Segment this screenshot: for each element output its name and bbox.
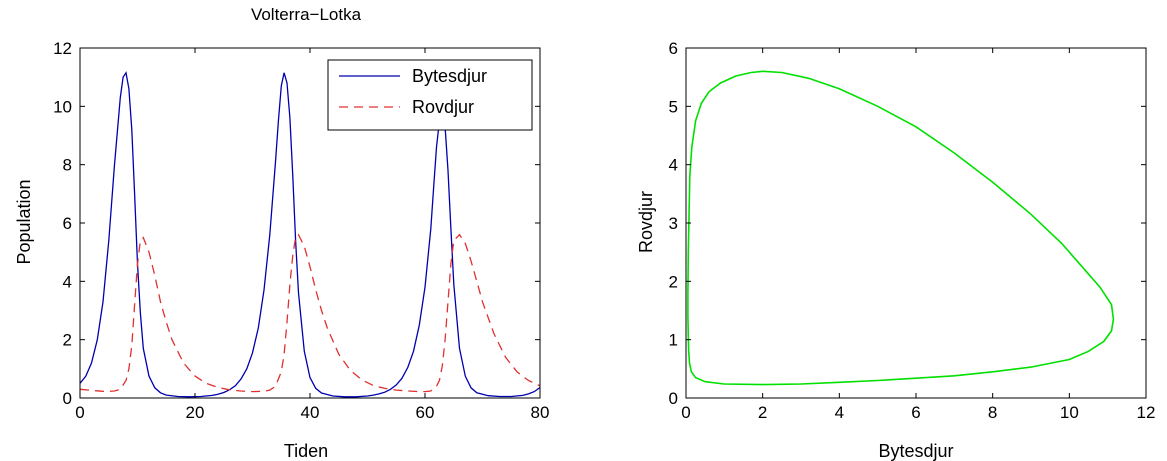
x-tick-label: 12	[1137, 403, 1156, 422]
y-tick-label: 6	[669, 39, 678, 58]
x-tick-label: 2	[758, 403, 767, 422]
y-tick-label: 3	[669, 214, 678, 233]
legend: Bytesdjur Rovdjur	[327, 59, 533, 131]
x-tick-label: 4	[835, 403, 844, 422]
x-tick-label: 0	[75, 403, 84, 422]
y-tick-label: 1	[669, 331, 678, 350]
y-tick-label: 0	[63, 389, 72, 408]
x-tick-label: 6	[911, 403, 920, 422]
x-tick-label: 10	[1060, 403, 1079, 422]
x-axis-label: Bytesdjur	[878, 441, 953, 461]
y-tick-label: 10	[53, 97, 72, 116]
series-line-trajectory	[687, 70, 1115, 386]
x-tick-label: 0	[681, 403, 690, 422]
y-tick-label: 5	[669, 97, 678, 116]
legend-label-rovdjur: Rovdjur	[412, 97, 474, 117]
y-tick-label: 2	[669, 272, 678, 291]
series-line-bytesdjur	[79, 71, 541, 398]
plot-frame	[685, 47, 1147, 399]
x-tick-label: 20	[186, 403, 205, 422]
time-series-chart: Volterra−Lotka Tiden Population 0 20 40 60 8…	[14, 5, 549, 461]
y-tick-label: 0	[669, 389, 678, 408]
y-tick-label: 4	[63, 272, 72, 291]
x-tick-label: 80	[531, 403, 550, 422]
y-axis-label: Rovdjur	[636, 191, 656, 253]
plot-area: 0 20 40 60 80 0 2 4 6 8 10 12	[53, 39, 549, 422]
legend-label-bytesdjur: Bytesdjur	[412, 66, 487, 86]
y-tick-label: 12	[53, 39, 72, 58]
x-tick-label: 60	[416, 403, 435, 422]
series-line-rovdjur	[79, 233, 541, 393]
legend-box	[327, 59, 533, 131]
y-tick-label: 4	[669, 156, 678, 175]
x-tick-label: 40	[301, 403, 320, 422]
x-axis-label: Tiden	[284, 441, 328, 461]
y-tick-label: 8	[63, 156, 72, 175]
x-tick-label: 8	[988, 403, 997, 422]
y-tick-label: 6	[63, 214, 72, 233]
y-tick-label: 2	[63, 331, 72, 350]
chart-title: Volterra−Lotka	[251, 5, 362, 24]
y-axis-label: Population	[14, 179, 34, 264]
